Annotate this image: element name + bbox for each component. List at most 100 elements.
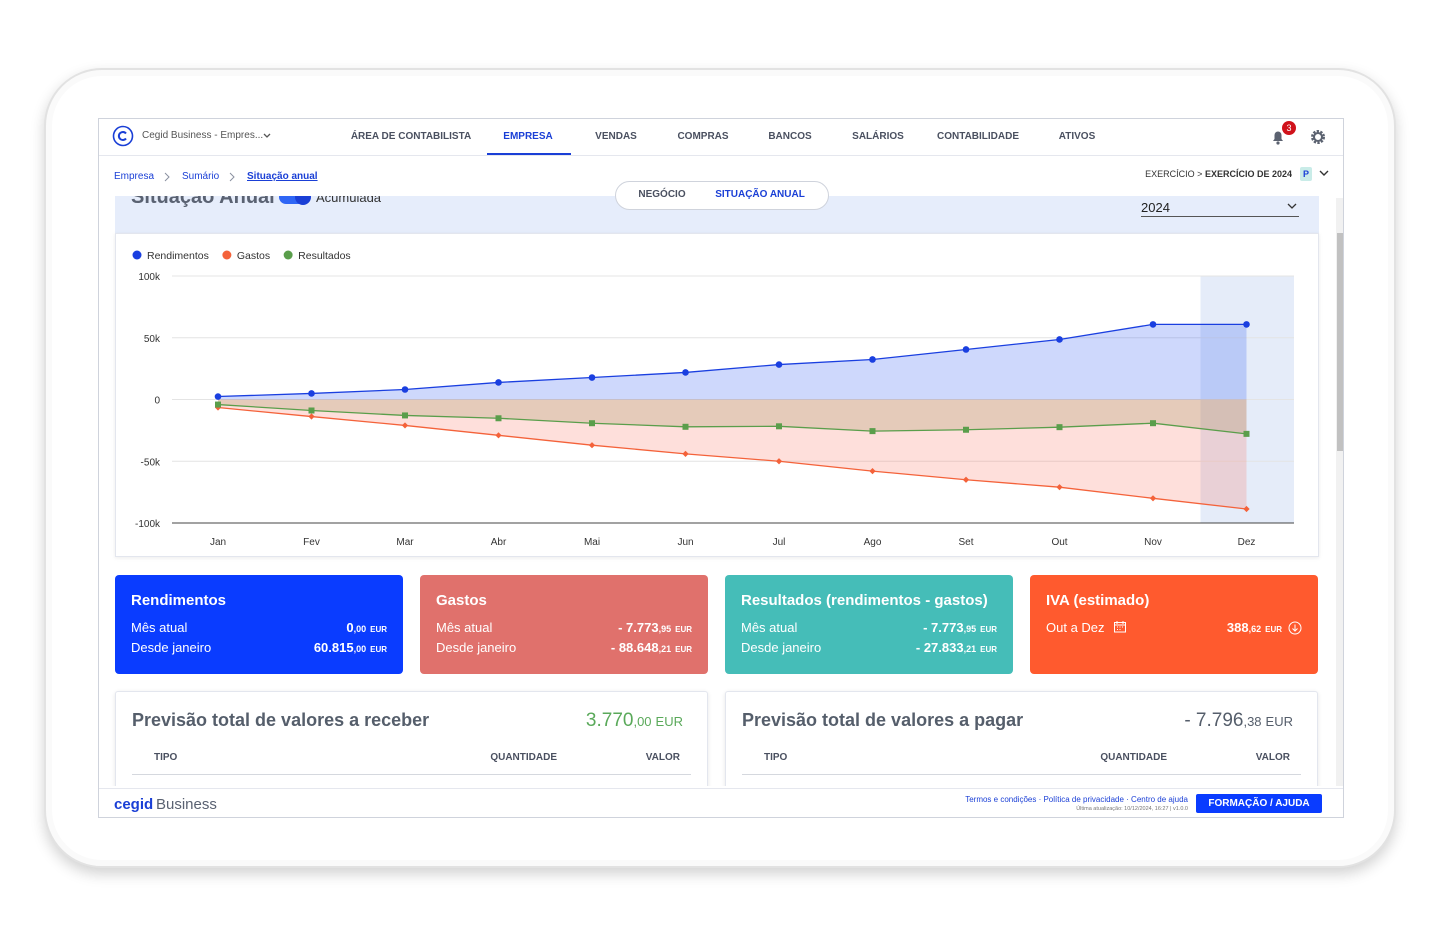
nav-item[interactable]: EMPRESA bbox=[503, 131, 553, 142]
decimals: ,95 bbox=[963, 624, 977, 634]
card-row: Mês atual 0,00 EUR bbox=[131, 620, 387, 636]
point bbox=[214, 393, 222, 400]
unit: EUR bbox=[370, 645, 387, 654]
help-button[interactable]: FORMAÇÃO / AJUDA bbox=[1196, 794, 1322, 813]
year-value: 2024 bbox=[1141, 200, 1170, 215]
column-header: VALOR bbox=[645, 752, 680, 763]
nav-underline bbox=[487, 153, 571, 155]
y-tick-label: -50k bbox=[141, 457, 161, 468]
screen: Cegid Business - Empres... ÁREA DE CONTA… bbox=[98, 118, 1344, 818]
point bbox=[1243, 505, 1250, 513]
tab-active[interactable]: SITUAÇÃO ANUAL bbox=[715, 189, 805, 200]
company-selector[interactable]: Cegid Business - Empres... bbox=[142, 130, 264, 141]
brand: cegid bbox=[114, 796, 154, 813]
point bbox=[869, 356, 876, 363]
card-title: Resultados (rendimentos - gastos) bbox=[741, 592, 988, 609]
point bbox=[308, 390, 315, 397]
x-tick-label: Jun bbox=[677, 537, 693, 548]
nav-item[interactable]: VENDAS bbox=[595, 131, 637, 142]
unit: EUR bbox=[1265, 714, 1293, 729]
amount: - 7.773 bbox=[923, 620, 964, 635]
card-title: IVA (estimado) bbox=[1046, 592, 1150, 609]
decimals: ,00 bbox=[353, 624, 367, 634]
nav-item[interactable]: ÁREA DE CONTABILISTA bbox=[350, 131, 472, 142]
x-tick-label: Ago bbox=[864, 537, 882, 548]
point bbox=[402, 412, 408, 419]
nav-item[interactable]: BANCOS bbox=[768, 131, 812, 142]
chevron[interactable] bbox=[1318, 169, 1330, 179]
exercise-label: EXERCÍCIO > bbox=[1145, 169, 1203, 179]
unit: EUR bbox=[675, 625, 692, 634]
column-header: TIPO bbox=[154, 752, 178, 763]
unit: EUR bbox=[1265, 625, 1282, 634]
footer-links[interactable]: Termos e condições · Política de privaci… bbox=[965, 795, 1188, 804]
amount: 3.770 bbox=[585, 710, 634, 731]
exercise-value: EXERCÍCIO DE 2024 bbox=[1204, 169, 1292, 179]
breadcrumb-link[interactable]: Sumário bbox=[182, 171, 220, 182]
x-tick-label: Fev bbox=[303, 537, 320, 548]
year-select[interactable]: 2024 bbox=[1141, 198, 1299, 217]
chevron bbox=[263, 133, 271, 138]
unit: EUR bbox=[675, 645, 692, 654]
legend-marker bbox=[132, 250, 142, 260]
row-value: 60.815,00 EUR bbox=[314, 640, 387, 655]
forecast-title: Previsão total de valores a pagar bbox=[742, 710, 1024, 730]
point bbox=[776, 423, 782, 430]
decimals: ,38 bbox=[1243, 714, 1262, 729]
scrollbar[interactable] bbox=[1336, 198, 1343, 786]
settings-icon[interactable] bbox=[1310, 129, 1326, 145]
point bbox=[1149, 321, 1157, 328]
forecast-title: Previsão total de valores a receber bbox=[132, 710, 430, 730]
nav-item[interactable]: SALÁRIOS bbox=[852, 131, 904, 142]
card-row: Mês atual - 7.773,95 EUR bbox=[741, 620, 997, 636]
breadcrumb-chevron bbox=[164, 172, 170, 182]
point bbox=[495, 415, 502, 422]
point bbox=[1056, 424, 1063, 431]
row-label: Mês atual bbox=[741, 620, 798, 635]
point bbox=[1056, 336, 1063, 343]
point bbox=[1243, 430, 1250, 437]
tab[interactable]: NEGÓCIO bbox=[638, 189, 686, 200]
y-tick-label: 0 bbox=[154, 396, 160, 407]
chevron bbox=[1287, 203, 1297, 209]
breadcrumb-current[interactable]: Situação anual bbox=[247, 171, 318, 182]
amount: 0 bbox=[346, 620, 354, 635]
decimals: ,21 bbox=[963, 644, 977, 654]
point bbox=[588, 374, 596, 381]
unit: EUR bbox=[370, 625, 387, 634]
nav-item[interactable]: CONTABILIDADE bbox=[936, 131, 1020, 142]
toggle[interactable] bbox=[279, 196, 311, 205]
scroll-thumb[interactable] bbox=[1337, 233, 1343, 451]
download-icon[interactable] bbox=[1288, 621, 1302, 635]
forecast-amount: - 7.796,38 EUR bbox=[1184, 710, 1293, 732]
bell-icon[interactable] bbox=[1270, 128, 1286, 146]
divider bbox=[132, 774, 691, 775]
point bbox=[401, 386, 409, 393]
row-label: Mês atual bbox=[131, 620, 188, 635]
unit: EUR bbox=[655, 714, 683, 729]
x-tick-label: Abr bbox=[491, 537, 507, 548]
footer: cegid Business Termos e condições · Polí… bbox=[99, 788, 1343, 817]
breadcrumb-link[interactable]: Empresa bbox=[114, 171, 155, 182]
nav-item[interactable]: COMPRAS bbox=[677, 131, 729, 142]
exercise-selector[interactable]: EXERCÍCIO > EXERCÍCIO DE 2024 bbox=[1145, 169, 1292, 179]
row-value: - 7.773,95 EUR bbox=[618, 620, 692, 635]
decimals: ,62 bbox=[1248, 624, 1262, 634]
card-row: Desde janeiro - 27.833,21 EUR bbox=[741, 640, 997, 656]
logo[interactable] bbox=[112, 125, 134, 147]
summary-card: Gastos Mês atual - 7.773,95 EUR Desde janeir… bbox=[420, 575, 708, 674]
summary-card: Resultados (rendimentos - gastos) Mês atu… bbox=[725, 575, 1013, 674]
brand-product: Business bbox=[156, 796, 217, 813]
breadcrumb-chevron bbox=[229, 172, 235, 182]
row-label: Desde janeiro bbox=[436, 640, 517, 655]
last-update: Última atualização: 10/12/2024, 16:27 | … bbox=[1076, 806, 1188, 812]
decimals: ,00 bbox=[633, 714, 652, 729]
x-tick-label: Set bbox=[958, 537, 973, 548]
row-label: Out a Dez bbox=[1046, 620, 1105, 635]
amount: - 27.833 bbox=[915, 640, 964, 655]
nav-item[interactable]: ATIVOS bbox=[1058, 131, 1096, 142]
chart: -100k -50k 0 50k 100k Jan Fev Mar Abr Mai Jun Jul Ag… bbox=[132, 250, 1294, 548]
calendar-icon[interactable] bbox=[1113, 620, 1127, 633]
column-header: TIPO bbox=[764, 752, 788, 763]
